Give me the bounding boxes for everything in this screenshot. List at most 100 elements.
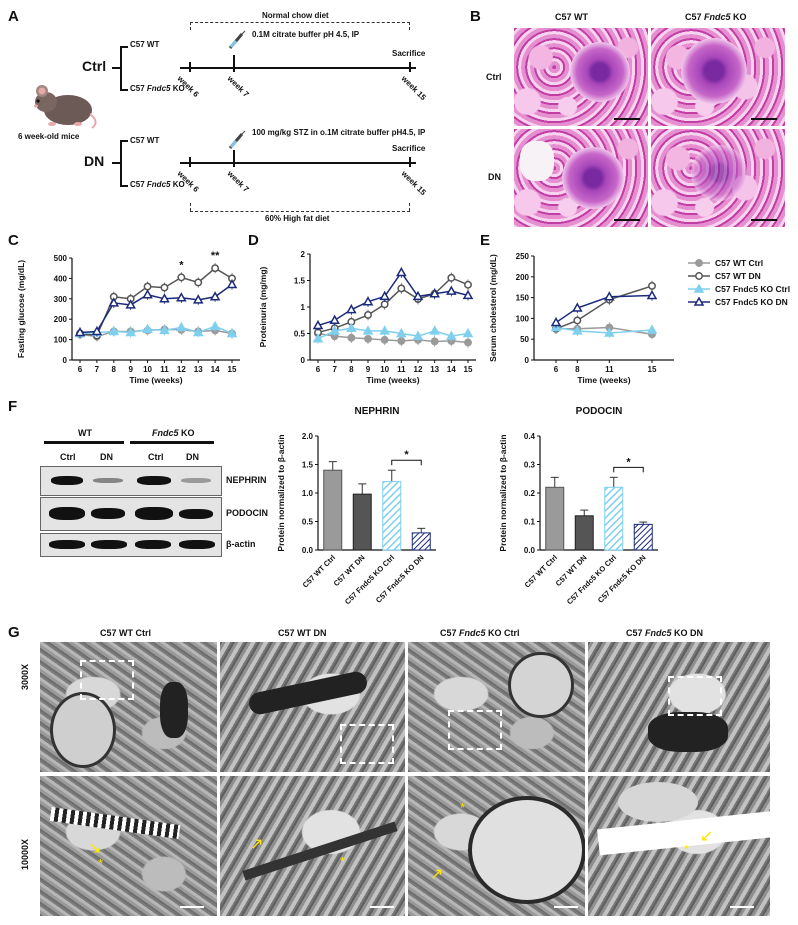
x-tick-label: 7 xyxy=(332,365,337,374)
dn-diet-label: 60% High fat diet xyxy=(265,214,330,223)
data-point xyxy=(142,323,153,334)
bar xyxy=(352,493,372,551)
y-tick-label: 0.0 xyxy=(524,546,536,555)
data-point xyxy=(550,317,562,327)
data-point xyxy=(464,280,472,289)
y-tick-label: 1.5 xyxy=(294,277,306,286)
dn-week7: week 7 xyxy=(225,169,251,194)
em-ko-dn-10000x: ↙ * xyxy=(588,776,770,916)
series-line xyxy=(555,285,653,330)
data-point xyxy=(108,297,120,307)
data-point xyxy=(159,293,170,303)
y-tick-label: 0.3 xyxy=(524,461,536,470)
em-wt-ctrl-3000x xyxy=(40,642,217,772)
data-point xyxy=(446,285,457,295)
series-line xyxy=(555,326,653,334)
data-point xyxy=(604,291,615,301)
x-tick-label: 12 xyxy=(177,365,186,374)
ctrl-sacrifice-label: Sacrifice xyxy=(392,49,426,58)
bar xyxy=(545,486,565,551)
y-tick-label: 0.4 xyxy=(524,432,536,441)
legend-label: C57 Fndc5 KO DN xyxy=(715,296,788,307)
ctrl-week15: week 15 xyxy=(399,74,428,103)
em-col-2: C57 WT DN xyxy=(278,628,327,638)
y-tick-label: 100 xyxy=(516,314,530,323)
ctrl-injection-label: 0.1M citrate buffer pH 4.5, IP xyxy=(252,30,360,39)
legend-swatch xyxy=(688,271,710,280)
data-point xyxy=(329,325,340,335)
histology-col-ko: C57 Fndc5 KO xyxy=(685,12,747,22)
significance-mark: ** xyxy=(211,250,220,262)
wb-actin-blot xyxy=(40,533,222,557)
data-point xyxy=(91,325,103,336)
histology-wt-ctrl xyxy=(514,28,648,126)
chart-title: PODOCIN xyxy=(576,406,623,417)
data-point xyxy=(429,288,440,298)
x-axis-label: Time (weeks) xyxy=(129,375,182,385)
wb-lane-2: DN xyxy=(100,452,113,462)
bar xyxy=(604,486,624,551)
x-tick-label: 6 xyxy=(316,365,321,374)
panel-label-e: E xyxy=(480,232,491,249)
y-tick-label: 0.2 xyxy=(524,489,536,498)
significance-mark: * xyxy=(179,259,184,271)
data-point xyxy=(192,294,204,304)
data-point xyxy=(412,290,424,301)
x-tick-label: 14 xyxy=(211,365,220,374)
ctrl-diet-label: Normal chow diet xyxy=(262,11,329,20)
x-tick-label: 8 xyxy=(575,365,580,374)
proteinuria-chart: 0 0.5 1 1.5 2 6 7 8 9 10 11 12 13 14 15 Time (weeks) Pro… xyxy=(258,250,476,385)
series-line xyxy=(317,276,469,334)
data-point xyxy=(194,278,203,287)
em-col-1: C57 WT Ctrl xyxy=(100,628,152,638)
data-point xyxy=(430,337,439,346)
bar xyxy=(382,481,402,551)
series-line xyxy=(79,283,233,334)
syringe-icon xyxy=(228,130,246,155)
y-axis-label: Proteinuria (mg/mg) xyxy=(258,266,268,347)
panel-label-g: G xyxy=(8,624,20,641)
ctrl-group-label: Ctrl xyxy=(82,58,107,74)
data-point xyxy=(572,325,583,335)
y-tick-label: 2 xyxy=(301,250,306,259)
x-tick-label: 14 xyxy=(447,365,456,374)
wb-row-actin: β-actin xyxy=(226,539,256,549)
data-point xyxy=(211,264,220,273)
y-tick-label: 200 xyxy=(54,315,68,324)
wb-ko-header: Fndc5 KO xyxy=(152,428,195,438)
y-tick-label: 0.5 xyxy=(302,518,314,527)
em-col-4: C57 Fndc5 KO DN xyxy=(626,628,704,638)
em-ko-dn-3000x xyxy=(588,642,770,772)
em-col-3: C57 Fndc5 KO Ctrl xyxy=(440,628,520,638)
x-tick-label: 8 xyxy=(112,365,117,374)
x-tick-label: 11 xyxy=(397,365,406,374)
ctrl-week7: week 7 xyxy=(225,74,251,99)
y-tick-label: 1 xyxy=(301,303,306,312)
data-point xyxy=(192,326,204,337)
data-point xyxy=(226,327,238,338)
em-ko-ctrl-3000x xyxy=(408,642,585,772)
legend-marker xyxy=(695,258,703,267)
mouse-label: 6 week-old mice xyxy=(18,132,80,141)
ctrl-wt-label: C57 WT xyxy=(130,40,160,49)
legend-marker xyxy=(695,271,703,280)
x-tick-label: 13 xyxy=(430,365,439,374)
em-wt-ctrl-10000x: ↘ * xyxy=(40,776,217,916)
data-point xyxy=(209,320,221,331)
bar xyxy=(411,532,431,551)
data-point xyxy=(572,302,583,312)
panel-label-f: F xyxy=(8,398,18,415)
dn-ko-label: C57 Fndc5 KO xyxy=(130,180,185,189)
y-tick-label: 0 xyxy=(301,356,306,365)
series-line xyxy=(317,327,469,340)
x-tick-label: 13 xyxy=(194,365,203,374)
data-point xyxy=(464,338,472,347)
dn-group-label: DN xyxy=(84,153,105,169)
x-tick-label: 6 xyxy=(78,365,83,374)
data-point xyxy=(429,325,440,335)
x-tick-label: 6 xyxy=(554,365,559,374)
histology-row-dn: DN xyxy=(488,172,501,182)
legend-swatch xyxy=(688,296,710,306)
legend-item: C57 Fndc5 KO DN xyxy=(686,295,796,308)
dn-wt-label: C57 WT xyxy=(130,136,160,145)
